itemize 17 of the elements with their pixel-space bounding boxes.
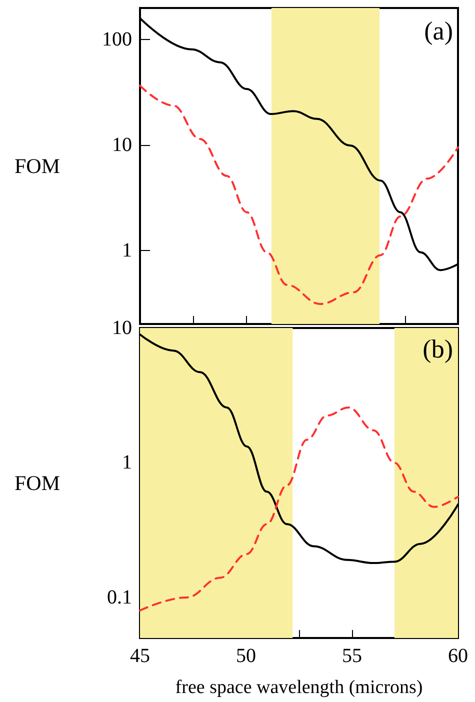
x-tick-label: 45 xyxy=(130,645,150,667)
y-tick-label: 10 xyxy=(112,134,132,156)
x-tick-label: 60 xyxy=(448,645,468,667)
line-series xyxy=(139,406,459,612)
y-tick-label: 1 xyxy=(122,452,132,474)
x-tick-label: 55 xyxy=(342,645,362,667)
y-axis-title: FOM xyxy=(14,471,60,495)
y-axis-title: FOM xyxy=(14,154,60,178)
y-tick-label: 10 xyxy=(112,317,132,339)
x-axis-title: free space wavelength (microns) xyxy=(175,677,423,698)
y-tick-label: 0.1 xyxy=(107,586,132,608)
annotation: (b) xyxy=(422,334,454,364)
annotation: (a) xyxy=(424,16,454,46)
line-series xyxy=(139,84,459,305)
x-tick-label: 50 xyxy=(236,645,256,667)
y-tick-label: 1 xyxy=(122,239,132,262)
y-tick-label: 100 xyxy=(102,28,132,51)
